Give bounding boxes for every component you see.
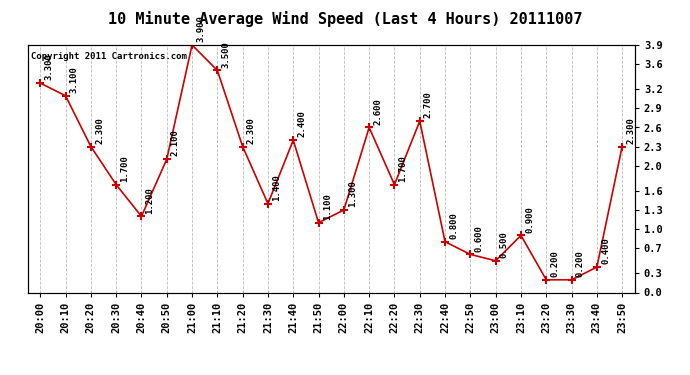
Text: 3.100: 3.100 (70, 66, 79, 93)
Text: 2.300: 2.300 (95, 117, 104, 144)
Text: 0.800: 0.800 (449, 212, 458, 239)
Text: 0.600: 0.600 (475, 225, 484, 252)
Text: 0.200: 0.200 (551, 250, 560, 277)
Text: 1.700: 1.700 (399, 155, 408, 182)
Text: 1.400: 1.400 (272, 174, 281, 201)
Text: 2.100: 2.100 (171, 130, 180, 156)
Text: 2.400: 2.400 (297, 111, 306, 137)
Text: 2.600: 2.600 (373, 98, 382, 125)
Text: 1.200: 1.200 (146, 187, 155, 214)
Text: 1.300: 1.300 (348, 180, 357, 207)
Text: 0.900: 0.900 (525, 206, 534, 232)
Text: Copyright 2011 Cartronics.com: Copyright 2011 Cartronics.com (30, 53, 186, 62)
Text: 0.500: 0.500 (500, 231, 509, 258)
Text: 3.500: 3.500 (221, 41, 230, 68)
Text: 1.100: 1.100 (323, 193, 332, 220)
Text: 10 Minute Average Wind Speed (Last 4 Hours) 20111007: 10 Minute Average Wind Speed (Last 4 Hou… (108, 11, 582, 27)
Text: 2.300: 2.300 (247, 117, 256, 144)
Text: 1.700: 1.700 (120, 155, 129, 182)
Text: 2.300: 2.300 (627, 117, 635, 144)
Text: 2.700: 2.700 (424, 92, 433, 118)
Text: 3.900: 3.900 (196, 15, 205, 42)
Text: 3.300: 3.300 (44, 53, 53, 80)
Text: 0.400: 0.400 (601, 237, 610, 264)
Text: 0.200: 0.200 (575, 250, 584, 277)
